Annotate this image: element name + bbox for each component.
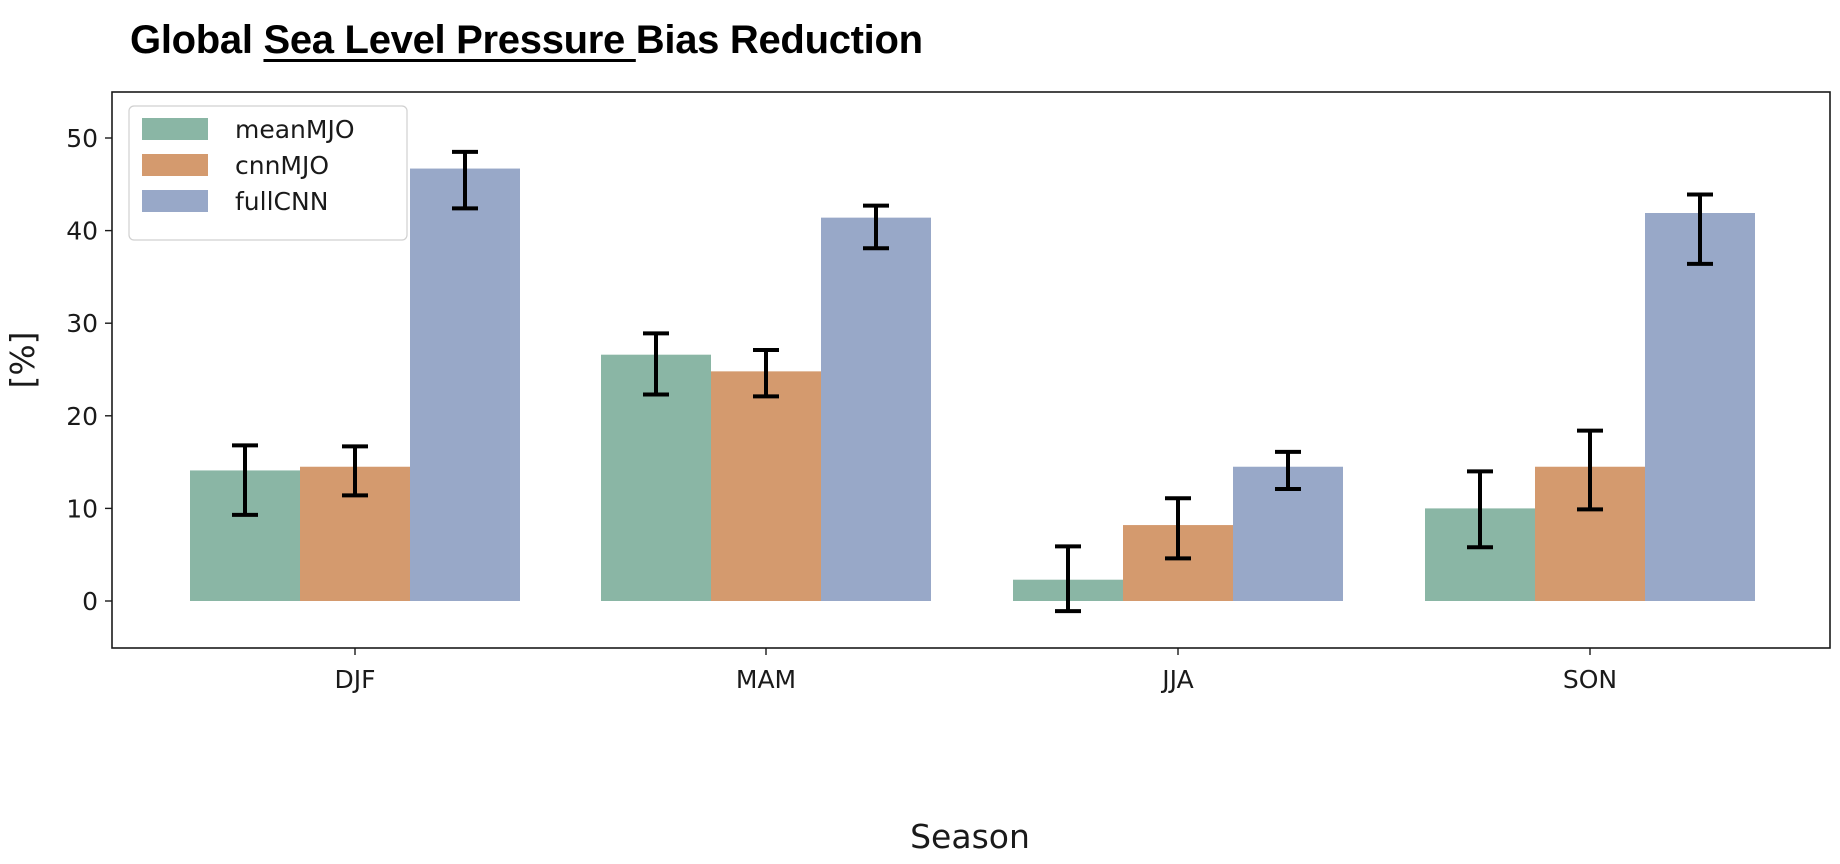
bars-layer — [190, 168, 1755, 602]
axes-frame — [111, 91, 1831, 649]
bar-fullCNN-MAM — [821, 217, 931, 602]
error-bar-fullCNN-JJA — [1275, 449, 1301, 491]
error-bar-fullCNN-MAM — [863, 203, 889, 251]
error-bar-meanMJO-MAM — [643, 331, 669, 397]
legend-label-meanMJO: meanMJO — [235, 115, 355, 144]
y-tick-label: 50 — [66, 124, 98, 153]
title-suffix: Bias Reduction — [635, 18, 923, 62]
x-tick-label: SON — [1563, 665, 1617, 694]
error-bar-meanMJO-DJF — [232, 443, 258, 517]
y-axis: 0 10 20 30 40 50 — [66, 124, 112, 616]
title-prefix: Global — [130, 18, 264, 62]
error-bar-cnnMJO-JJA — [1165, 496, 1191, 561]
bar-fullCNN-DJF — [410, 168, 520, 602]
y-tick-label: 0 — [82, 587, 98, 616]
y-tick-label: 40 — [66, 217, 98, 246]
x-axis-label: Season — [910, 817, 1030, 856]
legend-swatch-cnnMJO — [142, 154, 208, 176]
x-tick-label: DJF — [334, 665, 375, 694]
error-bar-fullCNN-DJF — [452, 149, 478, 211]
legend-label-cnnMJO: cnnMJO — [235, 151, 329, 180]
error-bar-cnnMJO-DJF — [342, 444, 368, 498]
x-tick-label: JJA — [1160, 665, 1193, 694]
error-bar-cnnMJO-MAM — [753, 348, 779, 399]
chart-title: Global Sea Level Pressure Bias Reduction — [130, 18, 923, 63]
bar-fullCNN-SON — [1645, 213, 1755, 602]
legend: meanMJO cnnMJO fullCNN — [128, 105, 408, 241]
error-bars-layer — [232, 149, 1713, 614]
x-axis: DJF MAM JJA SON — [334, 648, 1617, 694]
error-bar-fullCNN-SON — [1687, 192, 1713, 266]
error-bar-meanMJO-SON — [1467, 469, 1493, 550]
bar-cnnMJO-MAM — [711, 371, 821, 601]
y-tick-label: 20 — [66, 402, 98, 431]
error-bar-meanMJO-JJA — [1055, 544, 1081, 614]
y-tick-label: 30 — [66, 309, 98, 338]
error-bar-cnnMJO-SON — [1577, 428, 1603, 512]
legend-swatch-fullCNN — [142, 190, 208, 212]
x-tick-label: MAM — [736, 665, 796, 694]
y-axis-label: [%] — [3, 331, 42, 388]
legend-label-fullCNN: fullCNN — [235, 187, 328, 216]
legend-swatch-meanMJO — [142, 118, 208, 140]
title-underlined: Sea Level Pressure — [263, 18, 636, 62]
y-tick-label: 10 — [66, 494, 98, 523]
